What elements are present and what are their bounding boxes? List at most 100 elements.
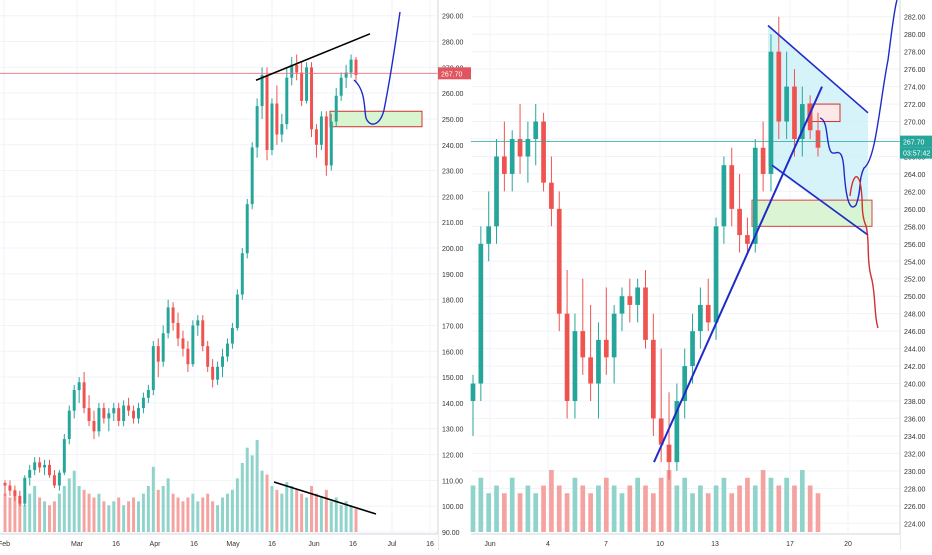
left-volume-bar [171, 493, 175, 532]
right-x-tick-label: Jun [484, 541, 495, 548]
right-volume-bar [470, 485, 476, 532]
right-y-tick-label: 262.00 [904, 189, 926, 196]
right-candle-body [533, 121, 539, 139]
left-volume-bar [250, 455, 254, 532]
right-wedge-upper [767, 24, 869, 114]
left-candle-body [92, 421, 96, 432]
left-volume-bar [314, 493, 318, 532]
left-y-tick-label: 200.00 [442, 246, 464, 253]
right-y-tick-label: 252.00 [904, 277, 926, 284]
left-volume-bar [122, 505, 126, 532]
left-volume-bar [319, 497, 323, 532]
right-candle-body [619, 296, 625, 314]
right-projection-up [819, 0, 898, 208]
left-candle-body [107, 413, 111, 419]
right-candle-body [588, 357, 593, 384]
right-volume-bar [784, 477, 789, 532]
right-candle-body [643, 287, 648, 340]
left-candle-body [221, 356, 225, 367]
right-volume-bar [611, 485, 617, 532]
right-volume-bar [690, 493, 695, 532]
right-last-price-tag [900, 135, 932, 148]
left-volume-bar [255, 440, 259, 532]
right-volume-bar [713, 485, 719, 532]
left-candle-body [235, 294, 239, 329]
left-y-tick-label: 90.00 [442, 530, 460, 537]
left-volume-bar [112, 501, 116, 532]
left-volume-bar [72, 470, 76, 532]
left-candle-body [285, 77, 289, 125]
left-candle-body [8, 485, 12, 491]
right-candle-body [596, 339, 601, 384]
left-volume-bar [300, 493, 304, 532]
left-candle-body [349, 59, 353, 73]
left-volume-bar [339, 505, 343, 532]
right-candle-body [580, 331, 586, 358]
left-x-tick-label: Feb [0, 541, 10, 548]
left-candle-body [255, 106, 259, 148]
left-candle-body [201, 320, 205, 347]
left-candle-body [270, 103, 274, 150]
left-volume-bar [310, 486, 313, 532]
left-candle-body [117, 408, 121, 422]
left-volume-bar [161, 486, 165, 532]
left-volume-bar [260, 470, 264, 532]
left-volume-bar [52, 501, 56, 532]
right-y-tick-label: 228.00 [904, 486, 926, 493]
left-y-tick-label: 110.00 [442, 478, 463, 485]
left-candle-body [206, 346, 210, 367]
right-candle-body [494, 156, 499, 227]
left-volume-bar [344, 501, 348, 532]
right-y-tick-label: 244.00 [904, 347, 926, 354]
left-volume-bar [349, 505, 353, 532]
left-candle-body [146, 390, 150, 398]
right-volume-bar [549, 470, 554, 532]
right-candle-body [635, 287, 641, 305]
right-y-tick-label: 278.00 [904, 50, 926, 57]
left-price-axis [438, 0, 471, 550]
left-candle-body [62, 439, 66, 473]
left-candle-body [230, 328, 234, 344]
right-candle-body [650, 339, 656, 419]
right-y-tick-label: 270.00 [904, 120, 926, 127]
left-candle-body [28, 470, 32, 478]
right-y-tick-label: 256.00 [904, 242, 926, 249]
left-volume-bar [13, 489, 17, 532]
left-volume-bar [275, 489, 279, 532]
left-candle-body [275, 103, 279, 135]
right-countdown-tag [900, 147, 932, 159]
right-y-tick-label: 224.00 [904, 521, 926, 528]
right-candle-body [478, 243, 484, 384]
left-volume-bar [38, 497, 42, 532]
left-volume-bar [18, 501, 22, 532]
left-candle-body [290, 64, 294, 78]
left-x-tick-label: May [226, 541, 240, 548]
right-y-tick-label: 236.00 [904, 416, 926, 423]
right-volume-bar [815, 493, 821, 532]
left-x-tick-label: 16 [268, 541, 276, 548]
left-candle-body [13, 490, 17, 496]
right-candle-body [768, 51, 774, 174]
left-candle-body [324, 116, 328, 166]
left-volume-bar [62, 486, 66, 532]
left-resistance-line [255, 33, 371, 82]
left-volume-bar [181, 501, 185, 532]
left-candle-body [329, 121, 333, 166]
left-candle-body [102, 408, 106, 419]
left-volume-bar [117, 497, 121, 532]
left-candle-body [319, 116, 323, 145]
right-candle-body [690, 331, 695, 367]
left-volume-bar [240, 463, 244, 532]
right-candle-body [627, 296, 633, 305]
right-candle-body [541, 121, 546, 183]
right-candle-body [658, 418, 664, 445]
right-candle-body [603, 339, 609, 358]
left-candle-body [57, 472, 61, 486]
left-candle-body [314, 129, 318, 145]
right-volume-bar [721, 477, 727, 532]
left-candle-body [166, 307, 170, 334]
left-y-tick-label: 260.00 [442, 91, 464, 98]
right-candle-body [611, 313, 617, 358]
